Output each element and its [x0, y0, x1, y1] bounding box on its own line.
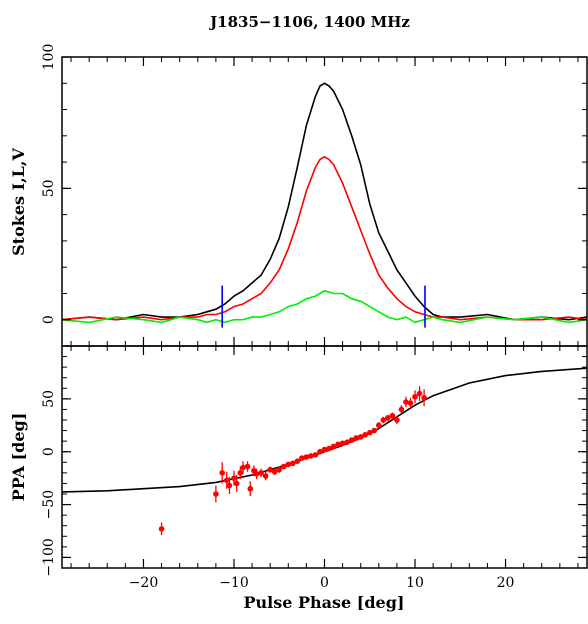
ppa-point: [231, 475, 237, 481]
ppa-point: [407, 400, 414, 406]
ppa-point: [371, 427, 378, 434]
x-tick-label: −20: [129, 575, 159, 591]
stokes-y-tick-label: 50: [41, 179, 57, 197]
ppa-point: [290, 460, 296, 467]
ppa-point: [312, 452, 319, 458]
ppa-point: [403, 399, 409, 405]
ppa-point: [326, 445, 332, 452]
ppa-point: [285, 461, 292, 468]
ppa-point: [335, 441, 341, 448]
chart-title: J1835−1106, 1400 MHz: [208, 13, 410, 31]
ppa-point: [213, 491, 219, 497]
ppa-y-tick-label: −100: [41, 538, 57, 576]
ppa-point: [366, 429, 373, 436]
rvm-fit-curve: [61, 367, 588, 493]
stokes-panel: 0 50 100 Stokes I,L,V: [9, 44, 588, 347]
stokes-panel-frame: [61, 56, 588, 347]
ppa-point: [237, 470, 244, 476]
ppa-point: [412, 393, 418, 400]
ppa-point: [276, 466, 283, 473]
ppa-point: [233, 480, 240, 487]
ppa-point: [247, 485, 254, 492]
stokes-plot-area: [61, 82, 588, 328]
stokes-y-tick-label: 100: [41, 44, 57, 71]
ppa-point: [308, 453, 314, 459]
ppa-point: [271, 469, 278, 475]
ppa-point: [357, 434, 364, 440]
ppa-point: [376, 422, 382, 429]
ppa-y-tick-label: 50: [41, 390, 57, 408]
ppa-point: [389, 412, 396, 419]
ppa-y-label: PPA [deg]: [9, 413, 28, 502]
stokes-y-label: Stokes I,L,V: [9, 148, 28, 256]
ppa-point: [344, 439, 350, 446]
ppa-point: [219, 470, 226, 476]
ppa-point: [244, 463, 251, 470]
stokes-l-line: [61, 155, 588, 321]
x-tick-label: −10: [219, 575, 249, 591]
ppa-panel-frame: [61, 345, 588, 569]
x-axis-label: Pulse Phase [deg]: [244, 593, 405, 612]
stokes-axis-ticks: 0 50 100: [41, 44, 587, 347]
stokes-y-tick-label: 0: [41, 315, 57, 324]
ppa-point: [267, 466, 273, 473]
ppa-y-tick-label: 0: [41, 447, 57, 456]
ppa-point: [330, 443, 337, 450]
x-tick-label: 20: [497, 575, 515, 591]
ppa-point: [226, 482, 233, 489]
stokes-i-line: [61, 82, 588, 321]
ppa-point: [321, 446, 328, 453]
ppa-point: [158, 526, 165, 532]
ppa-point: [339, 440, 346, 447]
ppa-point: [362, 432, 369, 438]
ppa-point: [223, 477, 230, 484]
ppa-point: [240, 464, 246, 471]
ppa-point: [317, 448, 323, 455]
ppa-point: [380, 417, 387, 423]
ppa-point: [348, 437, 355, 443]
ppa-point: [398, 406, 405, 413]
ppa-point: [262, 473, 269, 479]
ppa-point: [385, 415, 391, 421]
ppa-point: [258, 470, 264, 476]
x-tick-label: 10: [406, 575, 424, 591]
ppa-point: [421, 395, 427, 401]
ppa-point: [416, 390, 423, 397]
ppa-point: [280, 463, 287, 470]
ppa-point: [353, 435, 359, 441]
ppa-point: [294, 458, 301, 465]
x-tick-label: 0: [320, 575, 329, 591]
ppa-point: [303, 454, 310, 460]
ppa-point: [394, 417, 400, 423]
ppa-point: [299, 455, 305, 461]
stokes-v-line: [61, 289, 588, 324]
ppa-y-tick-label: −50: [41, 490, 57, 520]
ppa-plot-area: [61, 367, 588, 536]
ppa-point: [253, 471, 260, 477]
